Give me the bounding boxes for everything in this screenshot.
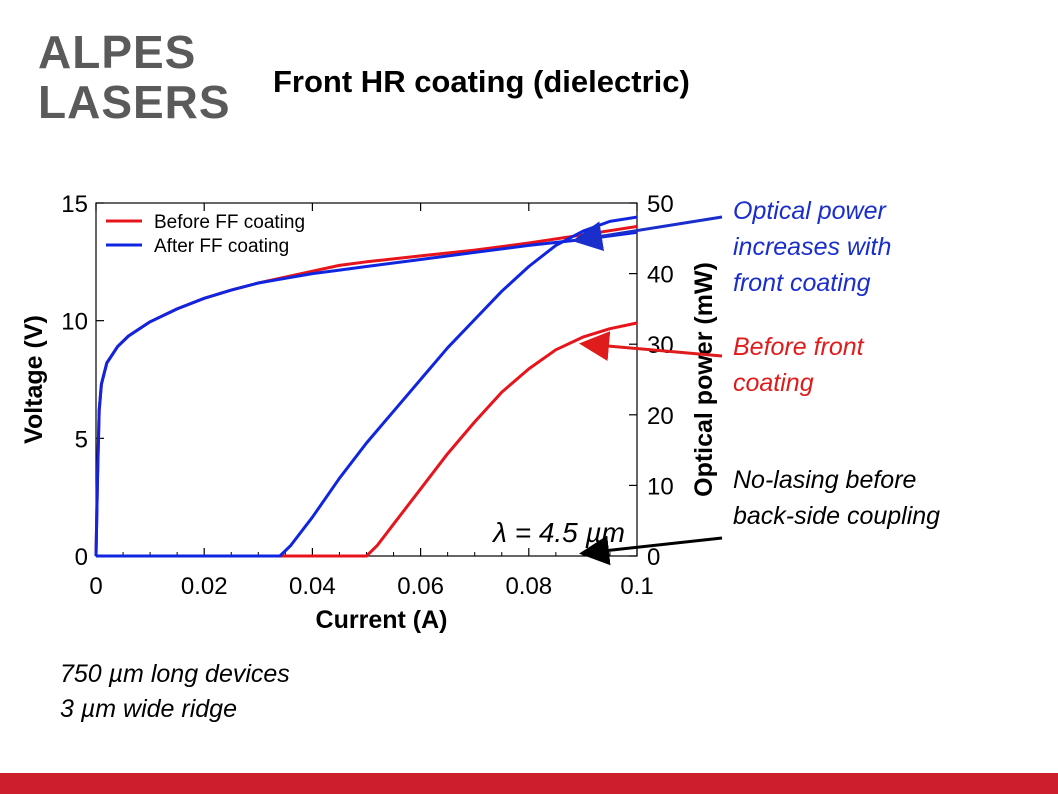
y-right-tick-label: 50 [647, 191, 674, 218]
device-length: 750 µm long devices [60, 660, 290, 688]
annotation-line: Before front [733, 333, 864, 361]
legend-label: After FF coating [154, 236, 289, 257]
y-right-tick-label: 20 [647, 403, 674, 430]
chart: 0 0.02 0.04 0.06 0.08 0.105101501020304050Cur… [20, 191, 718, 634]
x-tick-label: 0.04 [289, 573, 336, 600]
annotation-line: back-side coupling [733, 502, 941, 530]
annotation-line: No-lasing before [733, 466, 917, 494]
annotation-before-front-coating: Before front coating [733, 329, 864, 401]
x-tick-label: 0.08 [505, 573, 552, 600]
ridge-width: 3 µm wide ridge [60, 695, 237, 723]
legend-label: Before FF coating [154, 212, 305, 233]
annotation-optical-power: Optical power increases with front coating [733, 193, 891, 301]
y-right-tick-label: 40 [647, 262, 674, 289]
series-line-before-left [94, 225, 638, 557]
wavelength-annotation: λ = 4.5 µm [491, 517, 625, 548]
footer-bar [0, 773, 1058, 794]
y-left-axis-label: Voltage (V) [20, 315, 48, 444]
y-right-tick-label: 30 [647, 332, 674, 359]
y-left-tick-label: 0 [75, 544, 88, 571]
y-left-tick-label: 10 [61, 309, 88, 336]
slide-title: Front HR coating (dielectric) [273, 64, 690, 99]
y-left-tick-label: 5 [75, 426, 88, 453]
x-tick-label: 0.02 [181, 573, 228, 600]
x-tick-label: 0.1 [620, 573, 653, 600]
y-left-tick-label: 15 [61, 191, 88, 218]
x-axis-label: Current (A) [316, 606, 448, 634]
y-right-axis-label: Optical power (mW) [690, 262, 718, 497]
x-tick-label: 0 [89, 573, 102, 600]
series-line-after-left [94, 230, 638, 557]
y-right-tick-label: 10 [647, 473, 674, 500]
annotation-no-lasing: No-lasing before back-side coupling [733, 462, 940, 534]
series-line-after-right [96, 215, 638, 558]
annotation-line: coating [733, 369, 814, 397]
annotation-line: increases with [733, 233, 892, 261]
x-tick-label: 0.06 [397, 573, 444, 600]
logo-word-alpes: ALPES [38, 30, 196, 78]
annotation-line: front coating [733, 269, 871, 297]
alpes-lasers-logo: ALPES LASERS [38, 30, 231, 126]
device-description: 750 µm long devices 3 µm wide ridge [60, 657, 290, 727]
annotation-line: Optical power [733, 197, 886, 225]
logo-word-lasers: LASERS [38, 76, 231, 126]
y-right-tick-label: 0 [647, 544, 660, 571]
